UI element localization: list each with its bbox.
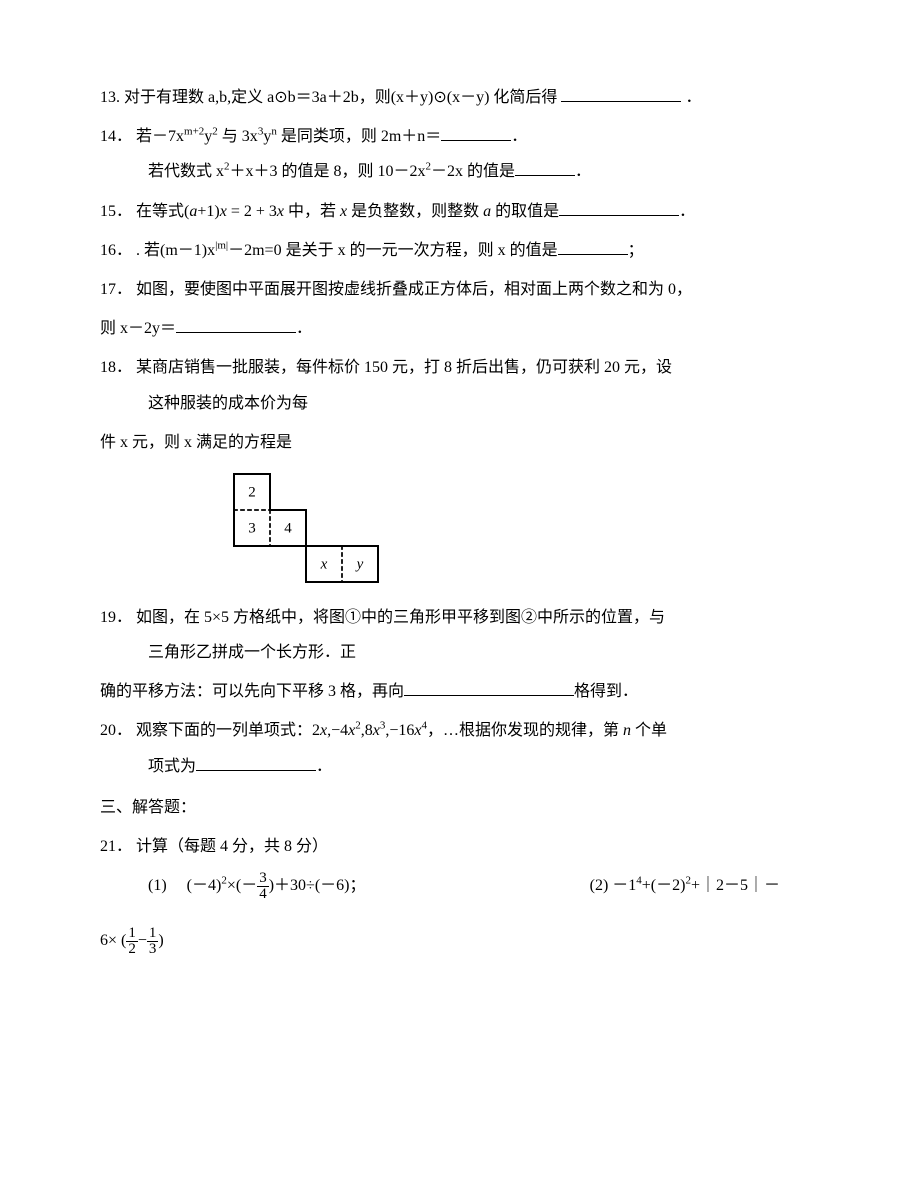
svg-text:4: 4 — [284, 520, 292, 536]
question-15: 15． 在等式(a+1)x = 2 + 3x 中，若 x 是负整数，则整数 a … — [100, 194, 820, 229]
section-3-heading: 三、解答题： — [100, 790, 820, 825]
question-20: 20． 观察下面的一列单项式：2x,−4x2,8x3,−16x4，…根据你发现的… — [100, 713, 820, 783]
svg-text:x: x — [320, 556, 328, 572]
blank — [404, 681, 574, 696]
blank — [515, 161, 575, 176]
q21-num: 21． — [100, 838, 132, 855]
question-17-line2: 则 x－2y＝． — [100, 311, 820, 346]
question-19: 19． 如图，在 5×5 方格纸中，将图①中的三角形甲平移到图②中所示的位置，与… — [100, 600, 820, 670]
q16-num: 16． — [100, 242, 132, 259]
blank — [561, 87, 681, 102]
question-16: 16． . 若(m－1)x|m|－2m=0 是关于 x 的一元一次方程，则 x … — [100, 233, 820, 268]
q19-num: 19． — [100, 609, 132, 626]
fraction: 34 — [257, 871, 269, 902]
question-13: 13. 对于有理数 a,b,定义 a⊙b＝3a＋2b，则(x＋y)⊙(x－y) … — [100, 80, 820, 115]
blank — [176, 318, 296, 333]
svg-text:y: y — [355, 556, 364, 572]
blank — [441, 126, 511, 141]
fraction: 13 — [147, 926, 159, 957]
q21-part2: (2) －14+(－2)2+｜2－5｜－ — [590, 868, 780, 903]
q14-line2: 若代数式 x2＋x＋3 的值是 8，则 10－2x2－2x 的值是． — [148, 154, 820, 189]
q21-part1: (1) (－4)2×(－34)＋30÷(－6)； — [148, 868, 365, 903]
q13-num: 13. — [100, 89, 120, 106]
q20-num: 20． — [100, 722, 132, 739]
q21-subparts: (1) (－4)2×(－34)＋30÷(－6)； (2) －14+(－2)2+｜… — [148, 868, 780, 903]
question-18-line3: 件 x 元，则 x 满足的方程是 — [100, 425, 820, 460]
question-14: 14． 若－7xm+2y2 与 3x3yn 是同类项，则 2m＋n＝． 若代数式… — [100, 119, 820, 189]
cube-net-diagram: 2 3 4 x y — [230, 470, 820, 590]
q14-num: 14． — [100, 128, 132, 145]
question-19-line3: 确的平移方法：可以先向下平移 3 格，再向格得到． — [100, 674, 820, 709]
blank — [558, 239, 628, 254]
fraction: 12 — [126, 926, 138, 957]
question-17: 17． 如图，要使图中平面展开图按虚线折叠成正方体后，相对面上两个数之和为 0， — [100, 272, 820, 307]
blank — [559, 200, 679, 215]
q17-num: 17． — [100, 281, 132, 298]
q20-line2: 项式为． — [148, 749, 820, 784]
svg-text:2: 2 — [248, 484, 256, 500]
svg-text:3: 3 — [248, 520, 256, 536]
q15-num: 15． — [100, 203, 132, 220]
q18-num: 18． — [100, 359, 132, 376]
q21-continuation: 6× (12−13) — [100, 923, 820, 958]
blank — [196, 755, 316, 770]
question-21: 21． 计算（每题 4 分，共 8 分） — [100, 829, 820, 864]
question-18: 18． 某商店销售一批服装，每件标价 150 元，打 8 折后出售，仍可获利 2… — [100, 350, 820, 420]
q13-text: 对于有理数 a,b,定义 a⊙b＝3a＋2b，则(x＋y)⊙(x－y) 化简后得 — [124, 89, 557, 106]
